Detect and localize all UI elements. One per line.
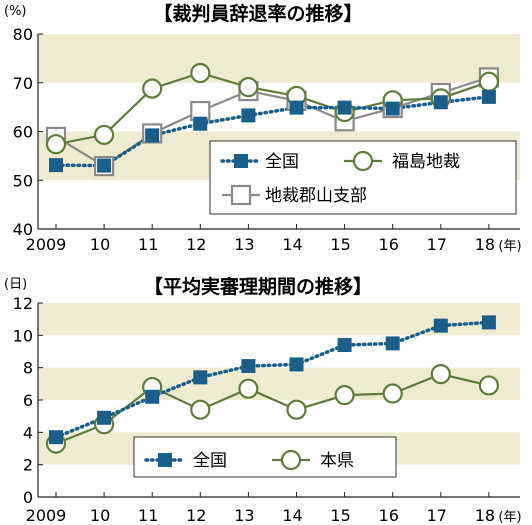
data-point <box>93 124 115 146</box>
y-tick-label: 6 <box>23 391 33 410</box>
legend-marker <box>352 150 374 172</box>
data-point <box>45 134 67 155</box>
data-point <box>190 399 211 420</box>
data-point <box>190 62 211 84</box>
y-tick-label: 50 <box>13 171 33 190</box>
x-tick-label: 14 <box>282 235 302 254</box>
data-point <box>49 430 63 445</box>
data-point <box>385 336 400 351</box>
data-point <box>142 78 163 99</box>
data-point <box>430 364 451 385</box>
data-point <box>193 116 208 131</box>
data-point <box>478 71 499 92</box>
y-unit-label: (日) <box>4 277 27 292</box>
y-tick-label: 70 <box>13 74 33 93</box>
x-tick-label: 15 <box>330 506 350 525</box>
legend-label: 全国 <box>265 152 299 172</box>
chart-2: 0 2 4 6 8 10 12 2009 10 11 12 13 14 15 16 17 18 (日) (年) 【平均… <box>4 275 522 525</box>
x-tick-label: 11 <box>138 235 158 254</box>
data-point <box>385 101 400 116</box>
data-point <box>241 359 256 374</box>
data-point <box>481 89 496 104</box>
data-point <box>289 100 304 115</box>
y-tick-label: 2 <box>23 456 33 475</box>
x-unit-label: (年) <box>498 510 521 525</box>
data-point <box>238 77 259 98</box>
data-point <box>337 338 352 353</box>
data-point <box>49 158 63 173</box>
y-tick-label: 60 <box>13 123 33 142</box>
x-tick-label: 18 <box>475 235 495 254</box>
x-tick-label: 16 <box>379 235 399 254</box>
y-tick-label: 4 <box>23 423 33 442</box>
chart-title: 【裁判員辞退率の推移】 <box>153 2 362 25</box>
chart-title: 【平均実審理期間の推移】 <box>144 275 372 298</box>
x-tick-label: 17 <box>427 506 447 525</box>
data-point <box>97 410 112 425</box>
data-point <box>382 383 403 404</box>
y-tick-label: 80 <box>13 25 33 44</box>
x-tick-label: 14 <box>282 506 302 525</box>
x-tick-label: 12 <box>186 235 206 254</box>
x-tick-label: 16 <box>379 506 399 525</box>
x-tick-label: 13 <box>234 235 254 254</box>
data-point <box>145 389 160 404</box>
series-line-1 <box>54 320 491 439</box>
data-point <box>241 108 256 123</box>
data-point <box>193 370 208 385</box>
data-point <box>286 399 307 420</box>
y-tick-label: 40 <box>13 220 33 239</box>
legend-marker <box>230 184 252 206</box>
data-point <box>289 357 304 372</box>
data-point <box>478 375 499 396</box>
data-point <box>145 128 160 143</box>
x-tick-label: 18 <box>475 506 495 525</box>
series-line-1 <box>54 95 491 168</box>
data-point <box>481 315 496 330</box>
y-unit-label: (%) <box>4 4 27 19</box>
legend-box <box>133 436 397 478</box>
x-tick-label: 17 <box>427 235 447 254</box>
legend-marker <box>280 449 302 471</box>
data-point <box>97 158 112 173</box>
y-tick-label: 12 <box>13 294 33 313</box>
x-tick-label: 13 <box>234 506 254 525</box>
y-tick-label: 8 <box>23 359 33 378</box>
y-tick-label: 0 <box>23 488 33 507</box>
legend-label: 地裁郡山支部 <box>265 186 367 206</box>
x-tick-label: 2009 <box>26 506 67 525</box>
legend-label: 福島地裁 <box>392 152 460 172</box>
series-line-2 <box>55 71 490 146</box>
data-point <box>433 318 448 333</box>
x-tick-label: 2009 <box>26 235 67 254</box>
x-tick-label: 15 <box>330 235 350 254</box>
x-tick-label: 11 <box>138 506 158 525</box>
legend-label: 全国 <box>193 451 227 471</box>
y-tick-label: 10 <box>13 326 33 345</box>
grid-band <box>38 34 520 83</box>
x-tick-label: 10 <box>90 235 110 254</box>
x-unit-label: (年) <box>498 239 521 254</box>
legend-label: 本県 <box>320 451 354 471</box>
data-point <box>334 385 355 406</box>
x-tick-label: 12 <box>186 506 206 525</box>
data-point <box>337 100 352 115</box>
data-point <box>433 95 448 110</box>
chart-1: 40 50 60 70 80 2009 10 11 12 13 14 15 16 17 18 (%) (年) 【裁… <box>4 2 522 254</box>
data-point <box>238 378 259 399</box>
x-tick-label: 10 <box>90 506 110 525</box>
legend-marker <box>158 453 172 467</box>
legend-marker <box>234 154 248 168</box>
